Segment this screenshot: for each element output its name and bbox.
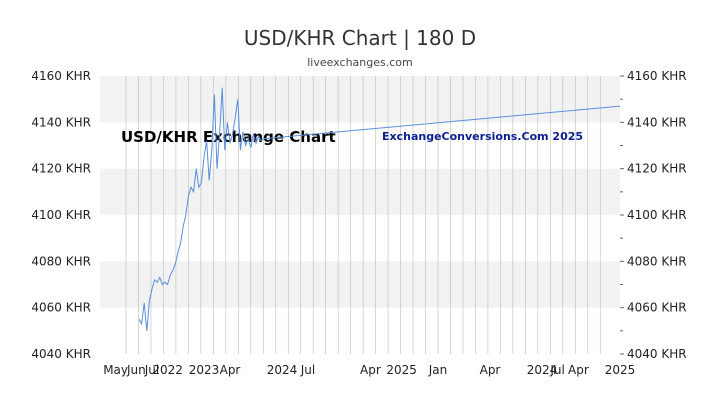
y-tick-label-left: 4060 KHR [31, 301, 91, 315]
x-tick-label: Apr [220, 363, 241, 377]
x-tick-label: 2024 [267, 363, 298, 377]
x-tick-label: 2025 [605, 363, 636, 377]
x-tick-label: Apr [360, 363, 381, 377]
y-tick-label-right: 4120 KHR [627, 162, 687, 176]
y-axis-left: 4040 KHR 4060 KHR 4080 KHR 4100 KHR 4120 KHR… [31, 69, 91, 361]
x-tick-label: 2023 [189, 363, 220, 377]
y-tick-label-right: 4140 KHR [627, 115, 687, 129]
y-tick-label-left: 4040 KHR [31, 347, 91, 361]
watermark-right: ExchangeConversions.Com 2025 [382, 130, 583, 143]
x-tick-label: 2022 [152, 363, 183, 377]
y-tick-label-left: 4100 KHR [31, 208, 91, 222]
grid-band [100, 215, 620, 262]
y-tick-label-left: 4080 KHR [31, 254, 91, 268]
x-tick-label: Apr [568, 363, 589, 377]
chart-title: USD/KHR Chart | 180 D [243, 26, 477, 50]
y-tick-label-right: 4080 KHR [627, 254, 687, 268]
y-tick-label-right: 4060 KHR [627, 301, 687, 315]
x-tick-label: Jun [126, 363, 146, 377]
x-tick-label: 2024 [527, 363, 558, 377]
x-tick-label: Jul [300, 363, 315, 377]
grid-band [100, 261, 620, 308]
y-tick-label-right: 4040 KHR [627, 347, 687, 361]
x-tick-label: Jul [144, 363, 159, 377]
y-tick-label-left: 4120 KHR [31, 162, 91, 176]
grid-band [100, 168, 620, 215]
watermark-left: USD/KHR Exchange Chart [121, 128, 336, 146]
y-tick-label-right: 4100 KHR [627, 208, 687, 222]
grid-band [100, 76, 620, 123]
x-tick-label: 2025 [386, 363, 417, 377]
y-tick-label-left: 4160 KHR [31, 69, 91, 83]
y-axis-right: 4040 KHR 4060 KHR 4080 KHR 4100 KHR 4120 KHR… [620, 69, 687, 361]
series-line [138, 87, 621, 331]
vertical-gridlines [125, 76, 601, 354]
x-tick-label: Jan [428, 363, 448, 377]
y-tick-label-left: 4140 KHR [31, 115, 91, 129]
x-tick-label: Jul [549, 363, 564, 377]
grid-band [100, 307, 620, 354]
x-tick-label: May [103, 363, 128, 377]
background-bands [100, 76, 620, 354]
y-tick-label-right: 4160 KHR [627, 69, 687, 83]
x-tick-label: Apr [480, 363, 501, 377]
chart-subtitle: liveexchanges.com [307, 56, 413, 69]
